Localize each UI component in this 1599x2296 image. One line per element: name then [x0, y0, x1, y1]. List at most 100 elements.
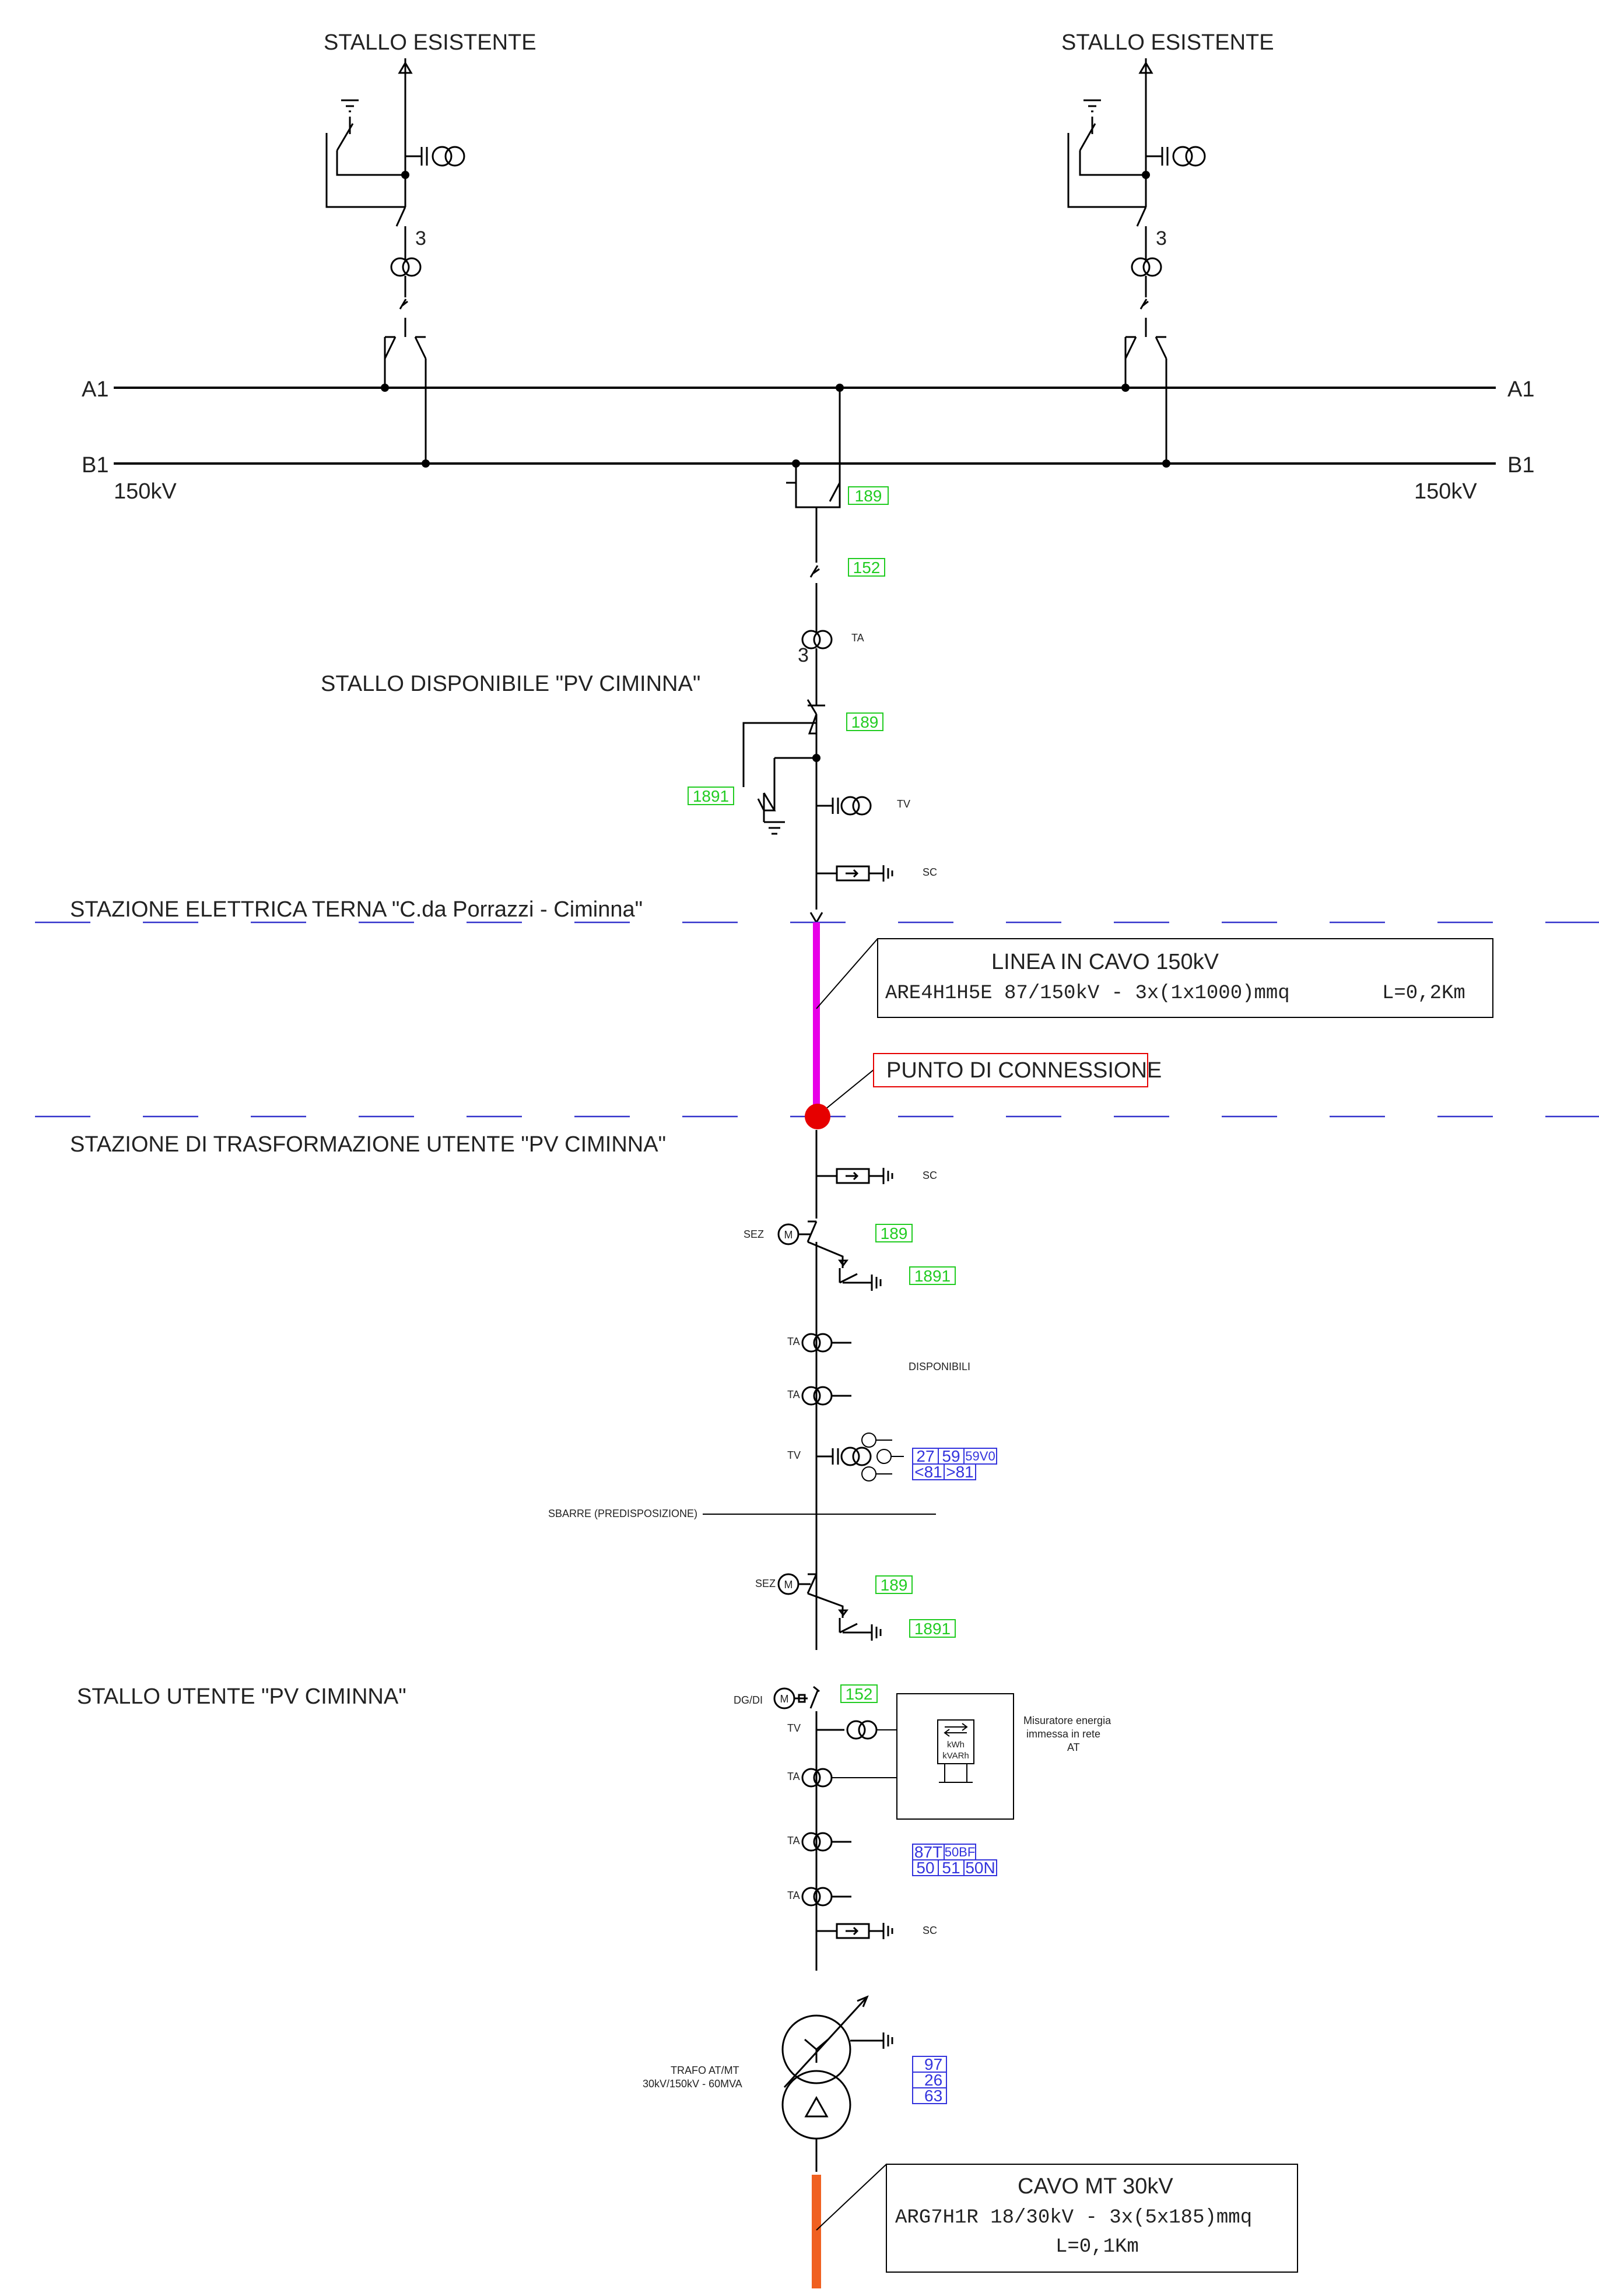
motor-label-1: M	[784, 1229, 793, 1241]
ta-relay-table: 87T 50BF 50 51 50N	[912, 1843, 997, 1877]
tag-189-u1-text: 189	[881, 1224, 908, 1242]
disconnector-icon	[325, 133, 406, 262]
power-transformer-icon	[781, 1995, 893, 2140]
trafo-label-1: TRAFO AT/MT	[671, 2065, 739, 2076]
cable-150kv: LINEA IN CAVO 150kV ARE4H1H5E 87/150kV -…	[813, 922, 1493, 1114]
tv-relay-table: 27 59 59V0 <81 >81	[912, 1447, 997, 1481]
current-transformer-icon	[801, 1832, 851, 1852]
busbars: A1 A1 B1 B1 150kV 150kV	[82, 377, 1534, 504]
tag-1891-u1	[909, 1266, 956, 1285]
relay-87t: 87T	[914, 1843, 942, 1861]
ct-count-label: 3	[415, 227, 426, 250]
meter-kwh: kWh	[947, 1740, 965, 1750]
bay-left-busbar-selectors	[384, 318, 427, 461]
ta-label-3: TA	[787, 1771, 800, 1782]
busbar-b1-right-label: B1	[1507, 453, 1534, 478]
sc-label-1: SC	[923, 1170, 937, 1181]
stallo-esistente-left-label: STALLO ESISTENTE	[324, 30, 536, 55]
tag-152-u	[840, 1684, 878, 1703]
relay-59v0: 59V0	[965, 1449, 995, 1463]
voltage-transformer-icon	[816, 796, 872, 816]
current-transformer-icon	[801, 1887, 851, 1907]
line-disconnector-blade	[808, 714, 818, 758]
dgdi-label: DG/DI	[734, 1694, 763, 1706]
cable-150kv-spec: ARE4H1H5E 87/150kV - 3x(1x1000)mmq	[885, 982, 1290, 1005]
cable-mt-leader	[816, 2164, 887, 2231]
tag-152-u-text: 152	[846, 1685, 873, 1703]
circuit-breaker-icon	[1139, 276, 1149, 310]
surge-arrester-icon	[816, 1923, 893, 1939]
tag-1891-u2	[909, 1619, 956, 1638]
circuit-breaker-icon	[399, 276, 408, 310]
busbar-b1-left-label: B1	[82, 453, 108, 478]
cable-150kv-box	[877, 938, 1493, 1018]
disconnector-icon	[1067, 133, 1147, 262]
earthing-switch-icon	[839, 1268, 882, 1291]
tag-189-b	[846, 712, 883, 731]
ta-label: TA	[851, 632, 864, 644]
disponibili-label: DISPONIBILI	[909, 1361, 970, 1372]
cable-mt-spec: ARG7H1R 18/30kV - 3x(5x185)mmq	[895, 2207, 1252, 2229]
cable-leader	[816, 938, 878, 1009]
surge-arrester-icon	[816, 865, 893, 882]
current-transformer-icon	[801, 1386, 851, 1406]
tag-152-text: 152	[853, 559, 881, 577]
earthing-switch-icon	[839, 1618, 882, 1641]
meter-label-2: immessa in rete	[1026, 1728, 1100, 1740]
tag-189-b-text: 189	[851, 713, 879, 731]
tv-label: TV	[897, 798, 910, 810]
relay-59: 59	[942, 1447, 960, 1465]
earthing-switch-icon	[336, 99, 405, 176]
surge-arrester-icon	[816, 1168, 893, 1184]
earthing-switch-icon	[1079, 99, 1146, 176]
meter-kvarh: kVARh	[942, 1751, 969, 1761]
sez-label-2: SEZ	[755, 1578, 776, 1589]
circuit-breaker-icon	[794, 1686, 820, 1971]
relay-50n: 50N	[965, 1859, 995, 1877]
existing-bay-left: STALLO ESISTENTE 3	[324, 30, 536, 468]
cable-mt-length: L=0,1Km	[1056, 2236, 1139, 2258]
busbar-selector-disconnector-icon	[786, 388, 841, 563]
meter-label-3: AT	[1067, 1742, 1080, 1753]
cable-150kv-title: LINEA IN CAVO 150kV	[991, 950, 1219, 974]
busbar-a1-right-label: A1	[1507, 377, 1534, 402]
busbar-voltage-left: 150kV	[114, 479, 177, 504]
motor-label-3: M	[780, 1693, 789, 1705]
tag-189-u2-text: 189	[881, 1576, 908, 1594]
tag-1891	[688, 787, 734, 805]
tv-label-user: TV	[787, 1449, 801, 1461]
busbar-a1-left-label: A1	[82, 377, 108, 402]
tag-189-a-text: 189	[855, 487, 882, 505]
trafo-label-2: 30kV/150kV - 60MVA	[643, 2078, 742, 2090]
tag-189-a	[848, 486, 889, 505]
connection-point-label: PUNTO DI CONNESSIONE	[886, 1058, 1162, 1083]
tag-189-u2	[875, 1575, 913, 1594]
sez-label-1: SEZ	[744, 1228, 764, 1240]
tag-1891-text: 1891	[693, 787, 729, 805]
tag-1891-u1-text: 1891	[914, 1267, 951, 1285]
user-bay: SC SEZ M 189 1891 TA DISPONIBILI TA TV	[77, 1130, 1111, 2140]
ta-count: 3	[798, 644, 809, 666]
connection-point-marker	[805, 1104, 830, 1129]
current-transformer-icon	[1131, 257, 1162, 277]
relay-50: 50	[916, 1859, 934, 1877]
voltage-transformer-icon	[1146, 146, 1206, 167]
sbarre-label: SBARRE (PREDISPOSIZIONE)	[548, 1508, 697, 1519]
arrow-up-icon	[398, 61, 413, 74]
ta-label-2: TA	[787, 1389, 800, 1400]
energy-meter-box	[896, 1693, 1014, 1820]
relay-63: 63	[924, 2087, 942, 2105]
relay-26: 26	[924, 2071, 942, 2089]
motor-label-2: M	[784, 1579, 793, 1591]
cable-mt-box	[886, 2164, 1298, 2273]
current-transformer-icon	[390, 257, 422, 277]
circuit-breaker-icon	[809, 565, 820, 633]
relay-over-81: >81	[946, 1463, 974, 1481]
tag-1891-u2-text: 1891	[914, 1620, 951, 1638]
relay-under-81: <81	[914, 1463, 942, 1481]
earthing-switch-icon	[742, 722, 816, 835]
relay-50bf: 50BF	[945, 1845, 976, 1859]
line-disconnector-icon	[774, 648, 825, 759]
sc-label-2: SC	[923, 1925, 937, 1936]
